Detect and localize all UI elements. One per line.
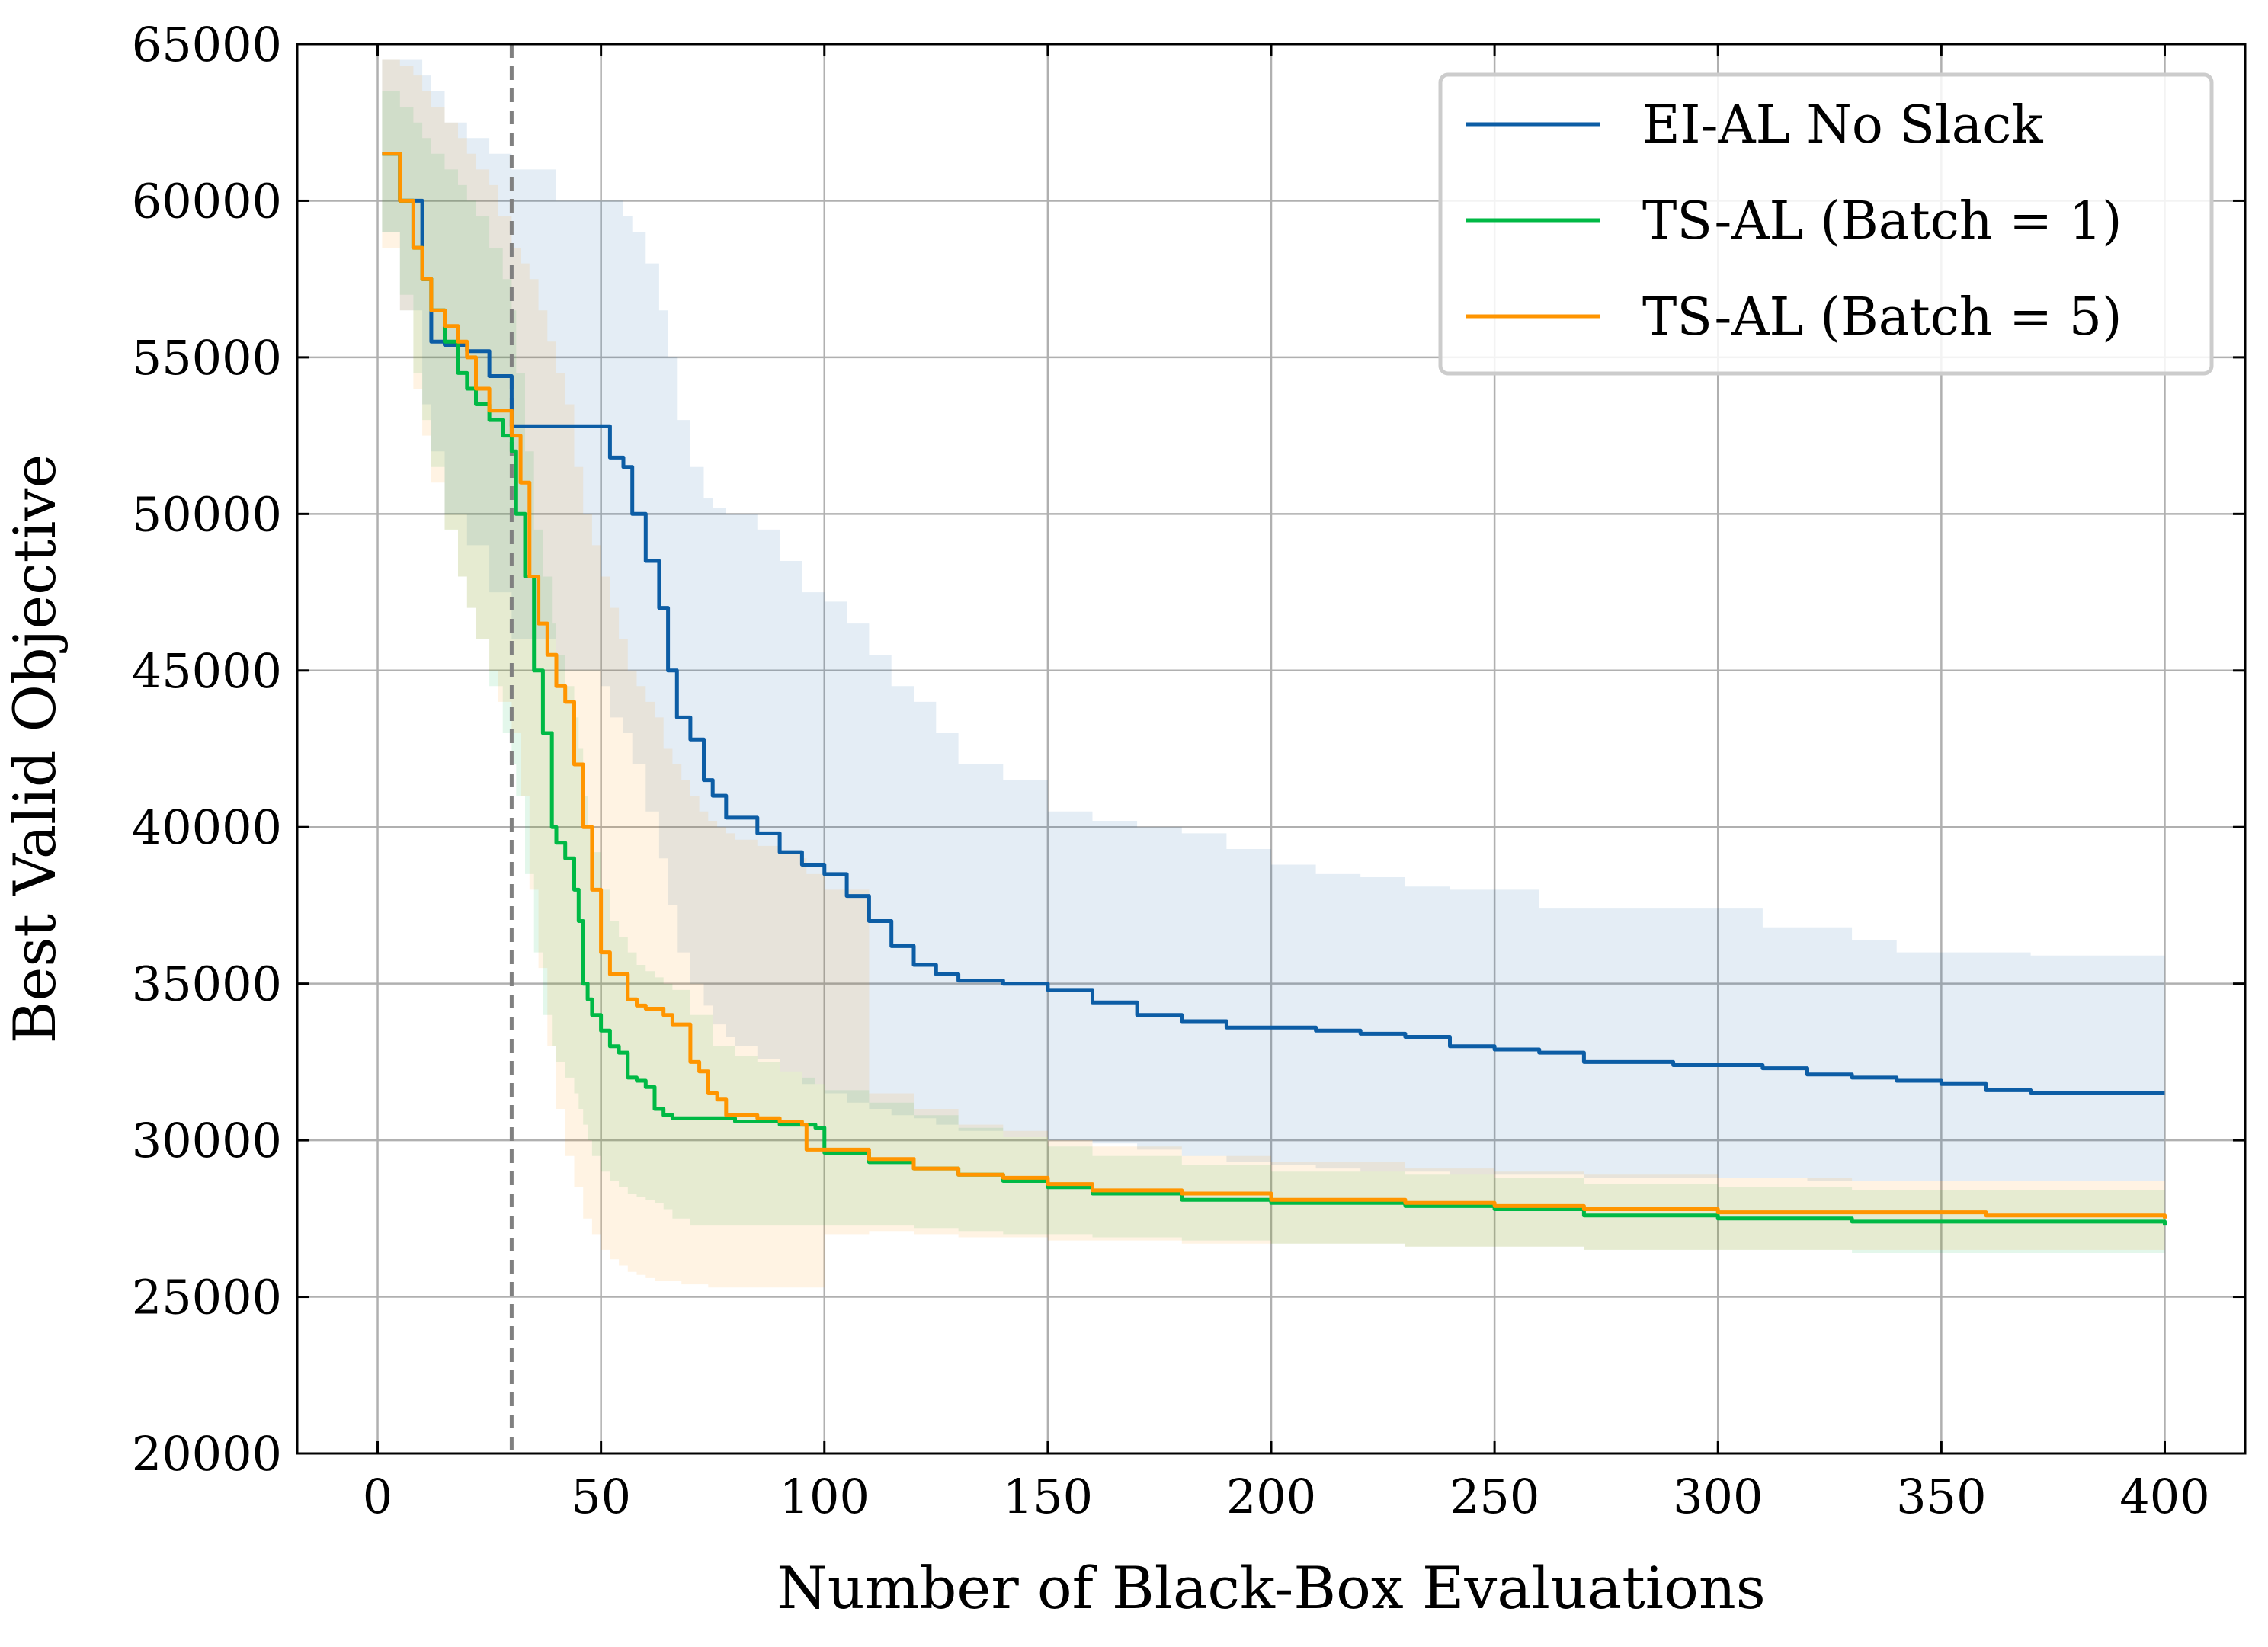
y-axis-label: Best Valid Objective — [1, 454, 69, 1044]
x-tick-label: 100 — [780, 1469, 870, 1524]
y-tick-label: 55000 — [132, 330, 282, 386]
confidence-band — [382, 59, 2165, 1288]
legend-label: EI-AL No Slack — [1642, 95, 2043, 155]
y-tick-label: 50000 — [132, 486, 282, 542]
y-tick-label: 40000 — [132, 799, 282, 855]
x-tick-label: 200 — [1226, 1469, 1316, 1524]
y-tick-label: 30000 — [132, 1113, 282, 1168]
x-tick-label: 350 — [1896, 1469, 1986, 1524]
series-line — [382, 152, 2165, 1095]
legend-box — [1438, 72, 2214, 376]
series-line — [382, 152, 2167, 1219]
y-tick-label: 65000 — [132, 17, 282, 72]
x-axis-label: Number of Black-Box Evaluations — [777, 1554, 1766, 1622]
y-tick-label: 35000 — [132, 956, 282, 1012]
tick-labels: 0 50 100 150 200 250 300 350 400 20000 25000 30000 3… — [132, 17, 2210, 1524]
x-tick-label: 150 — [1003, 1469, 1093, 1524]
series-lines — [382, 152, 2167, 1226]
x-tick-label: 50 — [571, 1469, 631, 1524]
legend: EI-AL No Slack TS-AL (Batch = 1) TS-AL (Ba… — [1438, 72, 2214, 376]
legend-label: TS-AL (Batch = 1) — [1642, 191, 2122, 252]
axis-ticks — [297, 43, 2245, 1455]
y-tick-label: 60000 — [132, 173, 282, 229]
confidence-band — [382, 59, 2165, 1181]
confidence-bands — [382, 59, 2165, 1288]
x-tick-label: 0 — [363, 1469, 392, 1524]
x-tick-label: 300 — [1673, 1469, 1763, 1524]
legend-label: TS-AL (Batch = 5) — [1642, 287, 2122, 348]
x-tick-label: 400 — [2119, 1469, 2209, 1524]
y-tick-label: 45000 — [132, 643, 282, 699]
y-tick-label: 20000 — [132, 1426, 282, 1482]
y-tick-label: 25000 — [132, 1270, 282, 1325]
x-tick-label: 250 — [1450, 1469, 1539, 1524]
